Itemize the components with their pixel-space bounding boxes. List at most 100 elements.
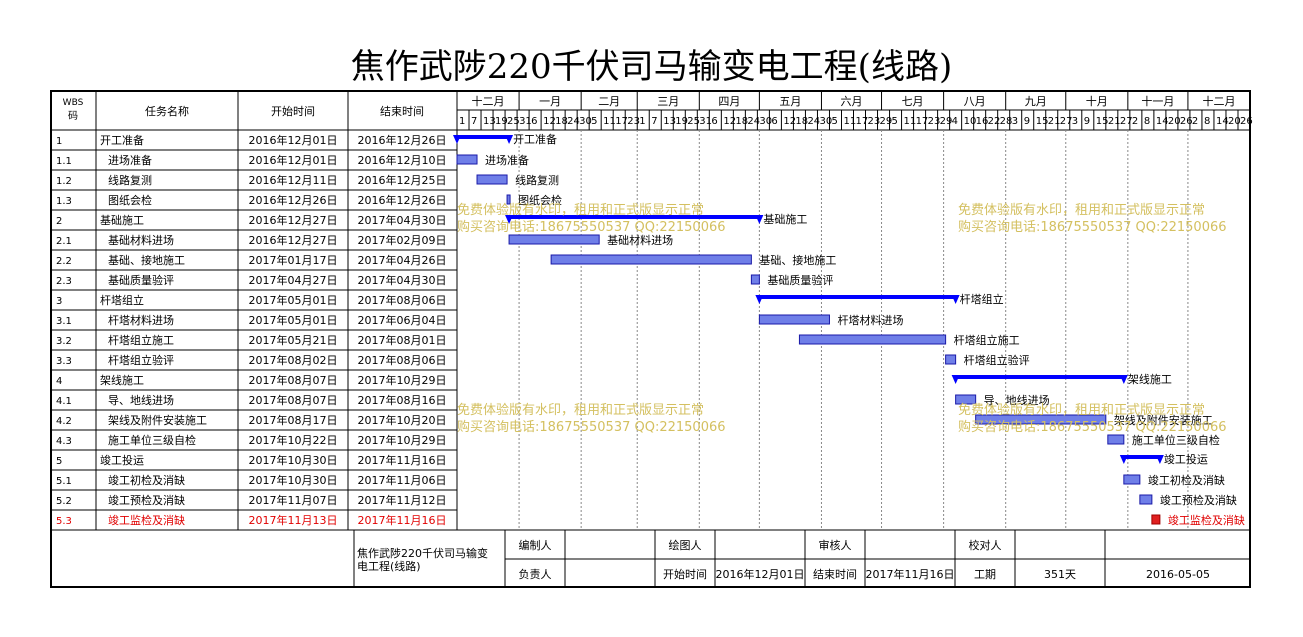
task-bar	[1123, 474, 1141, 485]
task-name: 杆塔组立验评	[108, 353, 174, 367]
task-start: 2016年12月01日	[249, 133, 338, 147]
summary-bar-left-cap	[505, 215, 514, 224]
task-start: 2017年05月01日	[249, 313, 338, 327]
day-tick-label: 7	[651, 116, 657, 127]
task-wbs: 1	[56, 136, 62, 147]
bar-label: 导、地线进场	[984, 393, 1050, 407]
task-name: 施工单位三级自检	[108, 433, 196, 447]
day-tick-label: 10	[964, 116, 977, 127]
day-tick-label: 30	[819, 116, 832, 127]
task-wbs: 5.1	[56, 476, 72, 487]
day-tick-label: 13	[483, 116, 496, 127]
month-label: 八月	[964, 95, 986, 108]
watermark-line2: 购买咨询电话:18675550537 QQ:22150066	[958, 419, 1227, 435]
day-tick-label: 25	[507, 116, 520, 127]
task-end: 2017年11月16日	[358, 453, 447, 467]
day-tick-label: 24	[747, 116, 760, 127]
footer-project-name-line2: 电工程(线路)	[357, 559, 421, 573]
task-bar	[1151, 514, 1161, 525]
task-start: 2016年12月01日	[249, 153, 338, 167]
task-name: 基础材料进场	[108, 233, 174, 247]
watermark-line1: 免费体验版有水印，租用和正式版显示正常	[958, 202, 1205, 218]
task-name: 架线及附件安装施工	[108, 413, 207, 427]
task-wbs: 4.1	[56, 396, 72, 407]
task-wbs: 2.1	[56, 236, 72, 247]
task-name: 竣工监检及消缺	[108, 513, 185, 527]
task-name: 竣工投运	[100, 453, 144, 467]
footer-start-value: 2016年12月01日	[716, 567, 805, 581]
month-label: 七月	[902, 95, 924, 108]
month-label: 二月	[598, 95, 620, 108]
month-label: 六月	[840, 95, 862, 108]
day-tick-label: 1	[459, 116, 465, 127]
bar-label: 图纸会检	[518, 193, 562, 207]
summary-bar-right-cap	[1119, 375, 1128, 384]
summary-bar	[955, 375, 1124, 379]
footer-reviewer-label: 审核人	[819, 538, 852, 552]
task-bar	[508, 234, 600, 245]
day-tick-label: 5	[892, 116, 898, 127]
task-wbs: 2.2	[56, 256, 72, 267]
day-tick-label: 30	[579, 116, 592, 127]
task-bar	[945, 354, 957, 365]
bar-label: 基础质量验评	[767, 273, 833, 287]
task-end: 2017年08月01日	[358, 333, 447, 347]
day-tick-label: 20	[1168, 116, 1181, 127]
task-start: 2017年05月01日	[249, 293, 338, 307]
month-label: 十二月	[472, 94, 505, 108]
month-label: 三月	[657, 95, 679, 108]
day-tick-label: 11	[904, 116, 917, 127]
task-wbs: 1.3	[56, 196, 72, 207]
summary-bar-right-cap	[755, 215, 764, 224]
task-start: 2017年08月07日	[249, 393, 338, 407]
task-end: 2017年04月26日	[358, 253, 447, 267]
day-tick-label: 6	[711, 116, 717, 127]
day-tick-label: 6	[531, 116, 537, 127]
summary-bar-left-cap	[951, 375, 960, 384]
task-end: 2017年04月30日	[358, 213, 447, 227]
day-tick-label: 9	[1084, 116, 1090, 127]
day-tick-label: 23	[868, 116, 881, 127]
task-name: 杆塔组立	[100, 293, 144, 307]
summary-bar-left-cap	[755, 295, 764, 304]
task-name: 基础、接地施工	[108, 254, 185, 267]
task-wbs: 4.3	[56, 436, 72, 447]
task-name: 杆塔材料进场	[108, 313, 174, 327]
task-name: 基础施工	[100, 214, 144, 227]
footer-end-value: 2017年11月16日	[866, 567, 955, 581]
summary-bar-right-cap	[1155, 455, 1164, 464]
task-bar	[758, 314, 830, 325]
watermark-line1: 免费体验版有水印，租用和正式版显示正常	[457, 402, 704, 418]
task-start: 2016年12月11日	[249, 173, 338, 187]
day-tick-label: 17	[856, 116, 869, 127]
task-name: 架线施工	[100, 373, 144, 387]
task-name: 开工准备	[100, 133, 144, 147]
task-wbs: 5.3	[56, 516, 72, 527]
bar-label: 竣工初检及消缺	[1148, 473, 1225, 487]
bar-label: 竣工投运	[1164, 452, 1208, 466]
summary-bar	[1123, 455, 1160, 459]
day-tick-label: 29	[880, 116, 893, 127]
page-title: 焦作武陟220千伏司马输变电工程(线路)	[350, 47, 953, 87]
day-tick-label: 11	[603, 116, 616, 127]
day-tick-label: 14	[1156, 116, 1169, 127]
bar-label: 杆塔组立施工	[954, 333, 1020, 347]
task-name: 竣工初检及消缺	[108, 473, 185, 487]
footer-date-value: 2016-05-05	[1146, 568, 1210, 581]
day-tick-label: 3	[1072, 116, 1078, 127]
day-tick-label: 31	[699, 116, 712, 127]
watermark-line2: 购买咨询电话:18675550537 QQ:22150066	[457, 219, 726, 235]
footer-owner-label: 负责人	[519, 567, 552, 581]
day-tick-label: 23	[627, 116, 640, 127]
task-end: 2016年12月25日	[358, 173, 447, 187]
footer-project-name-line1: 焦作武陟220千伏司马输变	[357, 546, 488, 560]
task-start: 2017年05月21日	[249, 333, 338, 347]
footer-duration-value: 351天	[1044, 568, 1076, 581]
day-tick-label: 8	[1204, 116, 1210, 127]
day-tick-label: 24	[807, 116, 820, 127]
task-bar	[1107, 434, 1125, 445]
task-bar	[955, 394, 977, 405]
task-start: 2017年11月13日	[249, 513, 338, 527]
task-end: 2017年11月12日	[358, 493, 447, 507]
